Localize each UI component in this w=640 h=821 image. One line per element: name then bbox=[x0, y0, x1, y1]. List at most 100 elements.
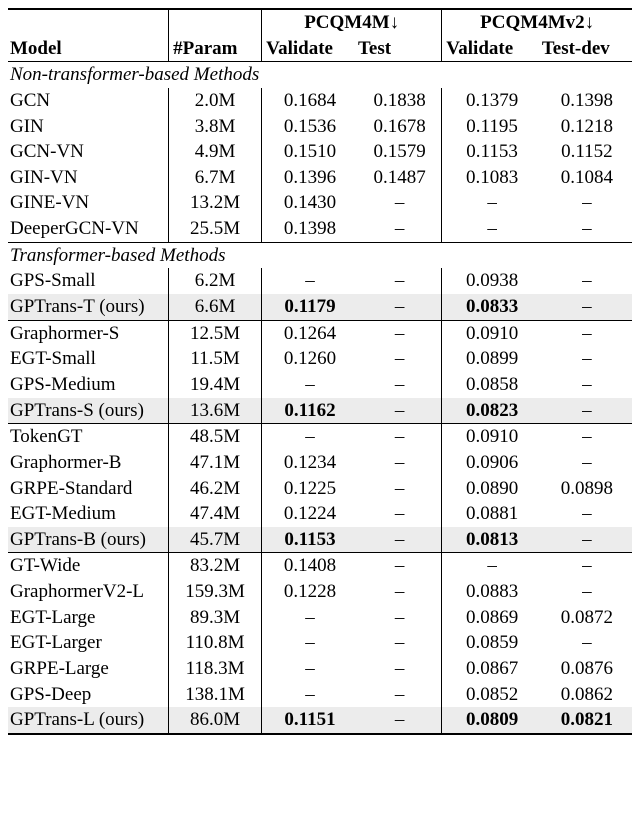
table-cell: 3.8M bbox=[169, 114, 262, 140]
table-cell: 0.0858 bbox=[442, 372, 542, 398]
table-cell: – bbox=[358, 527, 442, 553]
table-cell: 0.1224 bbox=[262, 501, 358, 527]
section-header-row: Non-transformer-based Methods bbox=[8, 62, 632, 88]
table-cell: – bbox=[358, 476, 442, 502]
table-cell: 0.0862 bbox=[542, 682, 632, 708]
table-cell: – bbox=[358, 605, 442, 631]
table-cell: 48.5M bbox=[169, 424, 262, 450]
table-cell: – bbox=[358, 320, 442, 346]
table-cell: 0.0938 bbox=[442, 268, 542, 294]
table-cell: 19.4M bbox=[169, 372, 262, 398]
table-cell: 0.0876 bbox=[542, 656, 632, 682]
table-cell: 6.7M bbox=[169, 165, 262, 191]
table-cell: GPS-Medium bbox=[8, 372, 169, 398]
section-header: Non-transformer-based Methods bbox=[8, 62, 632, 88]
table-row: Graphormer-S12.5M0.1264–0.0910– bbox=[8, 320, 632, 346]
table-cell: 0.0910 bbox=[442, 320, 542, 346]
table-cell: 0.0883 bbox=[442, 579, 542, 605]
table-cell: Graphormer-S bbox=[8, 320, 169, 346]
header-param: #Param bbox=[169, 9, 262, 62]
table-cell: 0.0833 bbox=[442, 294, 542, 320]
section-header-row: Transformer-based Methods bbox=[8, 242, 632, 268]
table-cell: – bbox=[542, 294, 632, 320]
table-row: GPS-Medium19.4M––0.0858– bbox=[8, 372, 632, 398]
table-cell: GPTrans-T (ours) bbox=[8, 294, 169, 320]
table-cell: – bbox=[358, 398, 442, 424]
table-cell: GPTrans-S (ours) bbox=[8, 398, 169, 424]
table-cell: 0.1234 bbox=[262, 450, 358, 476]
table-cell: 0.0910 bbox=[442, 424, 542, 450]
table-cell: 0.1264 bbox=[262, 320, 358, 346]
table-cell: 0.1379 bbox=[442, 88, 542, 114]
table-cell: – bbox=[262, 682, 358, 708]
table-row: EGT-Small11.5M0.1260–0.0899– bbox=[8, 346, 632, 372]
table-cell: – bbox=[358, 424, 442, 450]
table-cell: – bbox=[542, 372, 632, 398]
table-cell: DeeperGCN-VN bbox=[8, 216, 169, 242]
table-cell: 11.5M bbox=[169, 346, 262, 372]
table-cell: – bbox=[358, 553, 442, 579]
table-cell: GCN-VN bbox=[8, 139, 169, 165]
table-cell: GIN-VN bbox=[8, 165, 169, 191]
table-cell: – bbox=[358, 346, 442, 372]
table-cell: 4.9M bbox=[169, 139, 262, 165]
header-validate-2: Validate bbox=[442, 36, 542, 62]
table-row: GCN2.0M0.16840.18380.13790.1398 bbox=[8, 88, 632, 114]
table-cell: – bbox=[542, 630, 632, 656]
table-cell: 159.3M bbox=[169, 579, 262, 605]
table-row: EGT-Larger110.8M––0.0859– bbox=[8, 630, 632, 656]
table-cell: 0.0823 bbox=[442, 398, 542, 424]
table-cell: 89.3M bbox=[169, 605, 262, 631]
table-cell: 6.2M bbox=[169, 268, 262, 294]
table-cell: GINE-VN bbox=[8, 190, 169, 216]
table-cell: – bbox=[358, 268, 442, 294]
table-cell: 0.1430 bbox=[262, 190, 358, 216]
table-cell: 12.5M bbox=[169, 320, 262, 346]
table-cell: GPTrans-L (ours) bbox=[8, 707, 169, 734]
table-row: GPTrans-B (ours)45.7M0.1153–0.0813– bbox=[8, 527, 632, 553]
table-cell: 0.0881 bbox=[442, 501, 542, 527]
table-cell: 25.5M bbox=[169, 216, 262, 242]
table-cell: 0.1838 bbox=[358, 88, 442, 114]
table-cell: 0.0859 bbox=[442, 630, 542, 656]
table-body: Non-transformer-based MethodsGCN2.0M0.16… bbox=[8, 62, 632, 734]
table-cell: 0.1579 bbox=[358, 139, 442, 165]
table-cell: 86.0M bbox=[169, 707, 262, 734]
table-cell: GIN bbox=[8, 114, 169, 140]
table-cell: 0.0899 bbox=[442, 346, 542, 372]
table-cell: 0.1678 bbox=[358, 114, 442, 140]
table-cell: GPS-Deep bbox=[8, 682, 169, 708]
table-cell: – bbox=[358, 707, 442, 734]
table-cell: – bbox=[542, 216, 632, 242]
table-cell: – bbox=[542, 424, 632, 450]
table-row: GRPE-Large118.3M––0.08670.0876 bbox=[8, 656, 632, 682]
table-cell: – bbox=[358, 656, 442, 682]
table-cell: – bbox=[542, 190, 632, 216]
table-row: GPTrans-S (ours)13.6M0.1162–0.0823– bbox=[8, 398, 632, 424]
table-cell: – bbox=[542, 553, 632, 579]
table-cell: 0.0821 bbox=[542, 707, 632, 734]
table-cell: – bbox=[542, 346, 632, 372]
table-cell: – bbox=[442, 553, 542, 579]
table-cell: 0.1260 bbox=[262, 346, 358, 372]
table-cell: – bbox=[262, 656, 358, 682]
table-cell: 83.2M bbox=[169, 553, 262, 579]
table-cell: GraphormerV2-L bbox=[8, 579, 169, 605]
table-cell: – bbox=[262, 424, 358, 450]
table-cell: 47.1M bbox=[169, 450, 262, 476]
table-cell: – bbox=[542, 268, 632, 294]
table-cell: 6.6M bbox=[169, 294, 262, 320]
table-row: GPTrans-L (ours)86.0M0.1151–0.08090.0821 bbox=[8, 707, 632, 734]
table-cell: 138.1M bbox=[169, 682, 262, 708]
table-cell: 13.6M bbox=[169, 398, 262, 424]
table-cell: 0.0809 bbox=[442, 707, 542, 734]
table-row: EGT-Medium47.4M0.1224–0.0881– bbox=[8, 501, 632, 527]
table-cell: 0.1487 bbox=[358, 165, 442, 191]
table-row: GCN-VN4.9M0.15100.15790.11530.1152 bbox=[8, 139, 632, 165]
table-cell: GT-Wide bbox=[8, 553, 169, 579]
table-cell: GPS-Small bbox=[8, 268, 169, 294]
table-cell: – bbox=[542, 501, 632, 527]
table-cell: – bbox=[262, 630, 358, 656]
table-cell: – bbox=[358, 501, 442, 527]
table-cell: – bbox=[358, 630, 442, 656]
